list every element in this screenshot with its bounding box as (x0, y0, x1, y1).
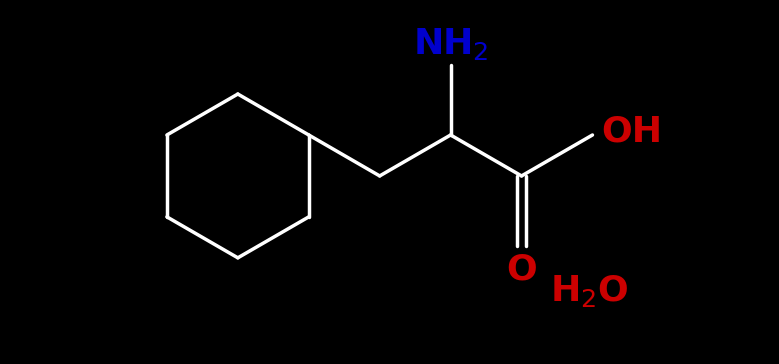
Text: H$_2$O: H$_2$O (551, 273, 629, 309)
Text: NH$_2$: NH$_2$ (413, 26, 488, 62)
Text: O: O (506, 253, 537, 287)
Text: OH: OH (601, 115, 663, 149)
